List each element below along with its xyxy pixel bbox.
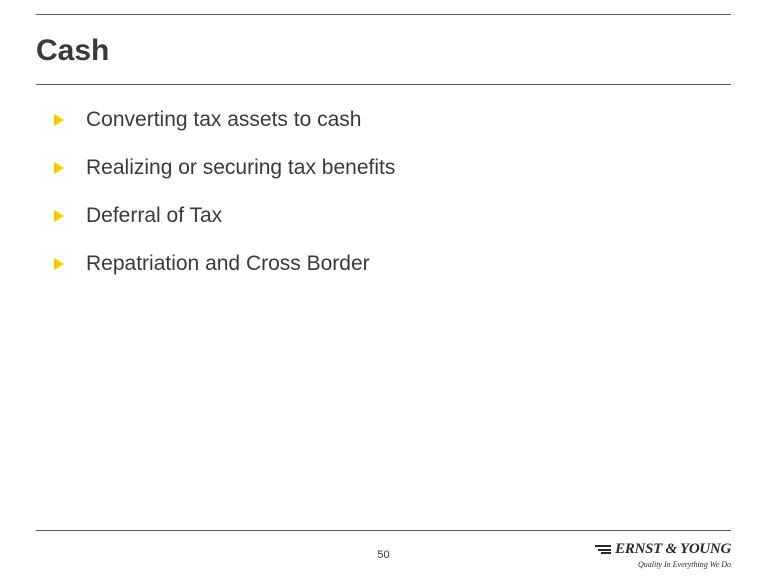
bottom-divider bbox=[36, 530, 731, 531]
logo-bars-icon bbox=[595, 545, 611, 554]
logo-main: ERNST & YOUNG bbox=[595, 541, 731, 558]
logo-text: ERNST & YOUNG bbox=[615, 541, 731, 558]
page-number: 50 bbox=[377, 549, 389, 561]
slide: Cash Converting tax assets to cash Reali… bbox=[0, 0, 767, 587]
bullet-text: Repatriation and Cross Border bbox=[86, 252, 370, 276]
logo-tagline: Quality In Everything We Do bbox=[595, 560, 731, 569]
bullet-text: Deferral of Tax bbox=[86, 204, 222, 228]
bullet-text: Realizing or securing tax benefits bbox=[86, 156, 395, 180]
triangle-bullet-icon bbox=[54, 114, 64, 126]
company-logo: ERNST & YOUNG Quality In Everything We D… bbox=[595, 541, 731, 569]
list-item: Converting tax assets to cash bbox=[54, 108, 707, 132]
triangle-bullet-icon bbox=[54, 258, 64, 270]
triangle-bullet-icon bbox=[54, 162, 64, 174]
list-item: Deferral of Tax bbox=[54, 204, 707, 228]
list-item: Realizing or securing tax benefits bbox=[54, 156, 707, 180]
list-item: Repatriation and Cross Border bbox=[54, 252, 707, 276]
bullet-list: Converting tax assets to cash Realizing … bbox=[54, 108, 707, 300]
top-divider bbox=[36, 14, 731, 15]
title-divider bbox=[36, 84, 731, 85]
slide-title: Cash bbox=[36, 34, 109, 68]
bullet-text: Converting tax assets to cash bbox=[86, 108, 361, 132]
triangle-bullet-icon bbox=[54, 210, 64, 222]
